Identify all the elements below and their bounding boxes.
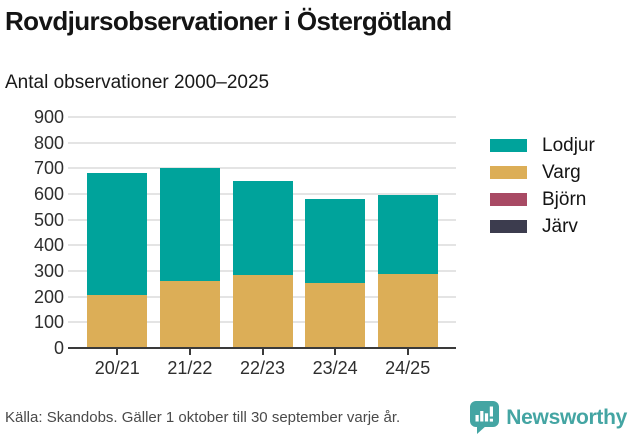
legend-swatch: [490, 193, 527, 206]
bar-segment: [377, 195, 438, 274]
x-axis-label: 20/21: [94, 358, 140, 378]
footer: Källa: Skandobs. Gäller 1 oktober till 3…: [5, 401, 627, 434]
x-axis-line: [68, 347, 456, 349]
y-axis-label: 400: [33, 235, 64, 256]
x-axis-label: 24/25: [385, 358, 431, 378]
legend-swatch: [490, 220, 527, 233]
legend-swatch: [490, 139, 527, 152]
source-note: Källa: Skandobs. Gäller 1 oktober till 3…: [5, 409, 401, 426]
legend-item: Järv: [490, 213, 595, 240]
brand: Newsworthy: [470, 401, 627, 434]
legend-label: Järv: [542, 215, 578, 237]
chart-subtitle: Antal observationer 2000–2025: [5, 72, 270, 93]
y-axis-label: 600: [33, 184, 64, 204]
legend-swatch: [490, 166, 527, 179]
x-axis-label: 22/23: [239, 358, 286, 378]
bar-segment: [87, 173, 148, 296]
chart-title: Rovdjursobservationer i Östergötland: [5, 6, 452, 36]
brand-name: Newsworthy: [506, 405, 627, 429]
bar-segment: [159, 281, 220, 348]
gridline: [68, 141, 456, 144]
gridline: [68, 116, 456, 118]
x-axis-tick: [334, 349, 337, 355]
y-axis-label: 200: [33, 286, 64, 307]
x-axis-tick: [261, 349, 264, 355]
x-axis-tick: [406, 349, 409, 355]
y-axis-label: 900: [33, 107, 64, 127]
newsworthy-logo-icon: [470, 401, 500, 434]
legend-label: Lodjur: [542, 134, 595, 156]
legend-item: Lodjur: [490, 132, 595, 159]
bar-segment: [377, 273, 438, 348]
bar-segment: [87, 295, 148, 348]
y-axis-label: 0: [53, 338, 64, 358]
bar-segment: [159, 168, 220, 282]
legend-item: Varg: [490, 159, 595, 186]
legend-label: Björn: [542, 188, 587, 210]
y-axis-label: 700: [33, 158, 64, 179]
bar-segment: [232, 181, 293, 275]
legend-item: Björn: [490, 186, 595, 213]
bar-segment: [305, 199, 366, 283]
bar-segment: [232, 274, 293, 348]
y-axis-label: 100: [33, 312, 64, 333]
y-axis-label: 300: [33, 261, 64, 281]
legend-label: Varg: [542, 161, 581, 183]
y-axis-label: 500: [33, 209, 64, 230]
x-axis-label: 21/22: [167, 358, 213, 378]
x-axis-label: 23/24: [312, 358, 358, 378]
gridline: [68, 167, 456, 170]
x-axis-tick: [188, 349, 191, 355]
y-axis-label: 800: [33, 132, 64, 153]
x-axis-tick: [116, 349, 119, 355]
bar-segment: [305, 282, 366, 348]
legend: Lodjur Varg Björn Järv: [490, 132, 595, 240]
